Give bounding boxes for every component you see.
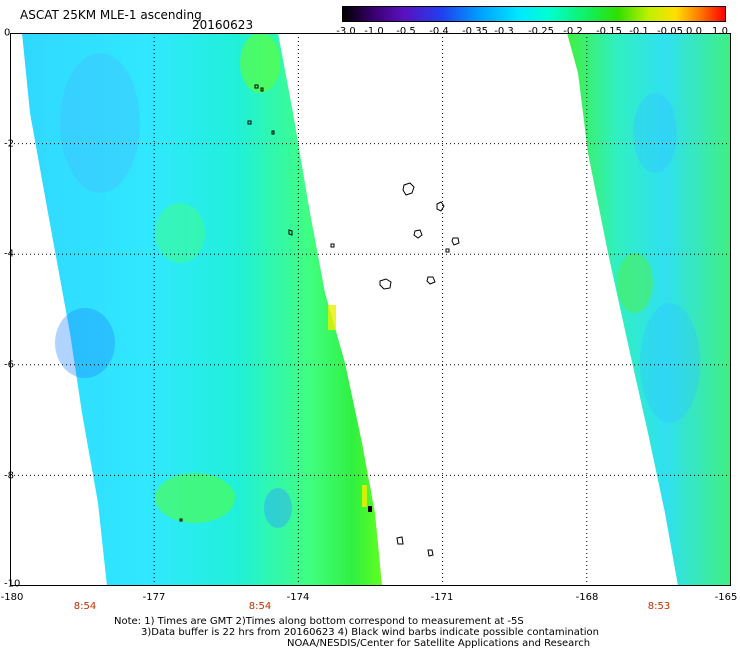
grid xyxy=(10,33,731,586)
y-tick-label: -4 xyxy=(4,248,14,260)
wind-patch xyxy=(60,53,140,193)
x-tick-label: -168 xyxy=(575,592,599,603)
map-frame xyxy=(10,33,731,586)
island-outlines xyxy=(179,84,460,557)
colorbar-tick: -0.15 xyxy=(596,26,622,37)
map-plot-area xyxy=(10,33,731,586)
colorbar-tick: -0.35 xyxy=(462,26,488,37)
wind-patch xyxy=(240,33,280,93)
colorbar-tick: 1.0 xyxy=(712,26,728,37)
x-tick-label: -177 xyxy=(142,592,166,603)
wind-barb-icon xyxy=(368,506,372,512)
colorbar-tick: -1.0 xyxy=(364,26,384,37)
y-tick-label: 0 xyxy=(4,27,11,39)
colorbar-tick: 0.0 xyxy=(686,26,702,37)
map-title: ASCAT 25KM MLE-1 ascending xyxy=(20,8,202,22)
colorbar-tick: -0.05 xyxy=(657,26,683,37)
footer-credit: NOAA/NESDIS/Center for Satellite Applica… xyxy=(287,638,591,649)
footer-note: 3)Data buffer is 22 hrs from 20160623 4)… xyxy=(141,627,599,638)
footer-note: Note: 1) Times are GMT 2)Times along bot… xyxy=(114,616,524,627)
colorbar-tick: -0.3 xyxy=(494,26,514,37)
colorbar xyxy=(342,6,726,22)
y-tick-label: -10 xyxy=(4,578,21,590)
colorbar-tick: -0.1 xyxy=(629,26,649,37)
wind-patch xyxy=(328,305,336,330)
colorbar-tick: -0.25 xyxy=(528,26,554,37)
map-date: 20160623 xyxy=(192,18,254,32)
wind-patch xyxy=(264,488,292,528)
x-tick-label: -171 xyxy=(430,592,454,603)
x-tick-label: -174 xyxy=(286,592,310,603)
wind-patch xyxy=(617,253,653,313)
y-tick-label: -6 xyxy=(4,359,14,371)
y-tick-label: -8 xyxy=(4,470,14,482)
wind-patch xyxy=(155,473,235,523)
wind-patch xyxy=(640,303,700,423)
y-tick-label: -2 xyxy=(4,138,14,150)
x-tick-label: -180 xyxy=(0,592,24,603)
pass-time-label: 8:54 xyxy=(73,601,97,612)
wind-patch xyxy=(55,308,115,378)
pass-time-label: 8:53 xyxy=(647,601,671,612)
wind-patch xyxy=(633,93,677,173)
colorbar-tick: -0.5 xyxy=(396,26,416,37)
swath-left xyxy=(22,33,382,586)
colorbar-tick: -3.0 xyxy=(336,26,356,37)
colorbar-tick: -0.4 xyxy=(429,26,449,37)
x-tick-label: -165 xyxy=(714,592,738,603)
wind-patch xyxy=(362,485,367,507)
wind-patch xyxy=(155,203,205,263)
colorbar-tick: -0.2 xyxy=(563,26,583,37)
pass-time-label: 8:54 xyxy=(248,601,272,612)
swath-right xyxy=(567,33,731,586)
